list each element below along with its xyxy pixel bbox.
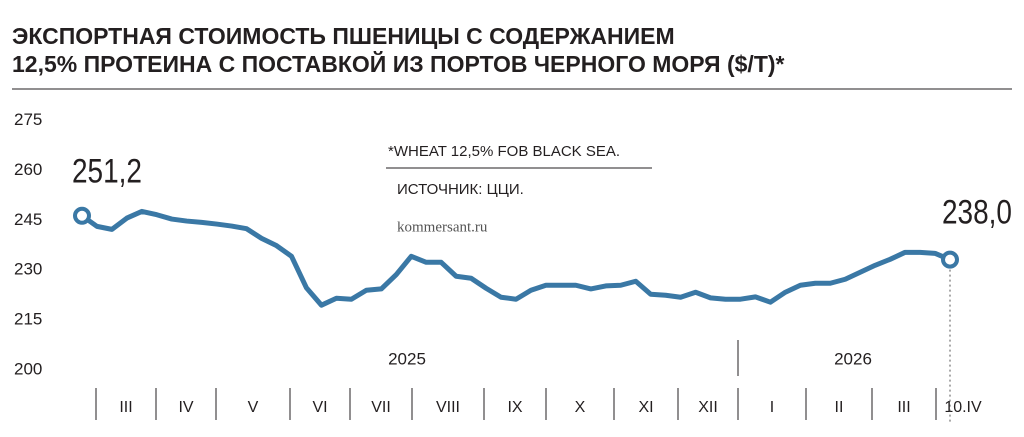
end-point xyxy=(73,206,91,225)
y-tick-label: 230 xyxy=(14,260,42,279)
month-label: I xyxy=(770,399,774,416)
y-tick-label: 275 xyxy=(14,110,42,129)
annotation: *WHEAT 12,5% FOB BLACK SEA. xyxy=(388,143,620,160)
annotation: kommersant.ru xyxy=(397,219,488,235)
value-label: 251,2 xyxy=(72,153,142,191)
annotation: ИСТОЧНИК: ЦЦИ. xyxy=(397,181,524,198)
month-label: VIII xyxy=(436,399,460,416)
end-point xyxy=(941,250,959,269)
month-label: IX xyxy=(507,399,522,416)
y-tick-label: 260 xyxy=(14,160,42,179)
y-tick-label: 215 xyxy=(14,310,42,329)
month-label: IV xyxy=(178,399,193,416)
chart-title: 12,5% ПРОТЕИНА С ПОСТАВКОЙ ИЗ ПОРТОВ ЧЕР… xyxy=(12,50,785,77)
month-label: XI xyxy=(638,399,653,416)
year-label: 2025 xyxy=(388,349,426,368)
y-tick-label: 245 xyxy=(14,210,42,229)
month-label: XII xyxy=(698,399,718,416)
month-label: V xyxy=(248,399,259,416)
month-label: III xyxy=(897,399,910,416)
month-label: 10.IV xyxy=(944,399,982,416)
chart-title: ЭКСПОРТНАЯ СТОИМОСТЬ ПШЕНИЦЫ С СОДЕРЖАНИ… xyxy=(12,23,675,49)
year-label: 2026 xyxy=(834,349,872,368)
value-label: 238,0 xyxy=(942,194,1012,232)
month-label: VI xyxy=(312,399,327,416)
month-label: X xyxy=(575,399,586,416)
y-tick-label: 200 xyxy=(14,359,42,378)
month-label: II xyxy=(835,399,844,416)
month-label: III xyxy=(119,399,132,416)
data-line xyxy=(80,208,951,308)
month-label: VII xyxy=(371,399,391,416)
